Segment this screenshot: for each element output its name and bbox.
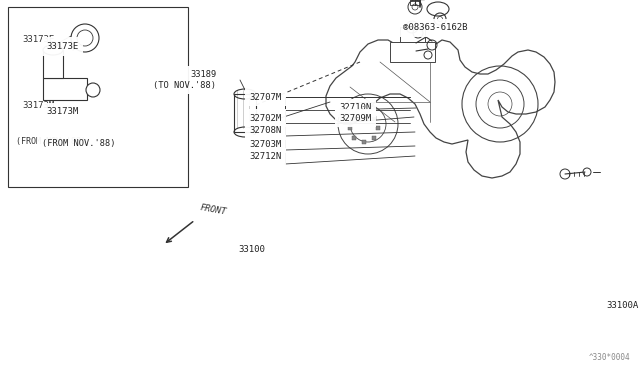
Text: 33100A: 33100A [607, 301, 639, 310]
Text: 32708N: 32708N [250, 126, 282, 135]
Text: 32712N: 32712N [250, 153, 282, 161]
Text: 32710N: 32710N [339, 103, 371, 112]
Bar [400, 27, 425, 42]
Text: ^330*0004: ^330*0004 [588, 353, 630, 362]
Bar [348, 126, 352, 130]
Text: ®08363-6162B: ®08363-6162B [403, 23, 468, 32]
Text: 32707M: 32707M [250, 93, 282, 102]
Text: 33173E: 33173E [22, 35, 54, 44]
Text: 33173M: 33173M [22, 101, 54, 110]
Bar [362, 112, 366, 116]
Bar [390, 42, 435, 62]
Text: FRONT: FRONT [199, 203, 227, 217]
Bar [362, 140, 366, 144]
Text: 33100: 33100 [239, 246, 266, 254]
Bar [352, 116, 356, 120]
Text: (FROM NOV.'88): (FROM NOV.'88) [42, 139, 115, 148]
Text: (FROM NOV.'88): (FROM NOV.'88) [16, 137, 86, 146]
Text: 32709M: 32709M [339, 114, 371, 123]
Ellipse shape [43, 45, 63, 55]
Text: 33189
(TO NOV.'88): 33189 (TO NOV.'88) [154, 70, 216, 90]
Bar [352, 136, 356, 140]
Text: 33173M: 33173M [46, 107, 78, 116]
Text: 32702M: 32702M [250, 114, 282, 123]
Bar [234, 94, 256, 132]
Circle shape [71, 24, 99, 52]
Bar [372, 116, 376, 120]
Bar [8, 7, 188, 187]
Bar [372, 136, 376, 140]
Bar [376, 126, 380, 130]
Bar [43, 78, 87, 100]
Bar [410, 1, 420, 5]
Circle shape [77, 30, 93, 46]
Circle shape [86, 83, 100, 97]
Text: 33173E: 33173E [46, 42, 78, 51]
Bar [43, 50, 63, 78]
Text: 32703M: 32703M [250, 140, 282, 149]
